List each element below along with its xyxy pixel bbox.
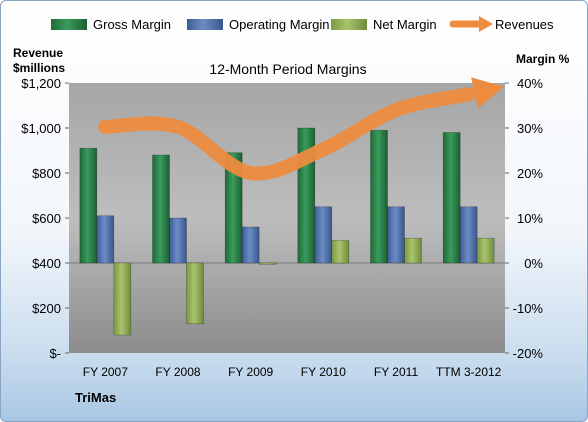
bar-operating-margin-3	[314, 206, 333, 264]
bar-gross-margin-0	[79, 147, 98, 264]
legend-swatch-2	[331, 19, 367, 30]
chart-title: 12-Month Period Margins	[209, 61, 366, 77]
legend-label-0: Gross Margin	[93, 17, 171, 32]
legend-swatch-0	[51, 19, 87, 30]
category-label-0: FY 2007	[83, 365, 128, 379]
category-label-3: FY 2010	[301, 365, 346, 379]
legend-swatch-1	[187, 19, 223, 30]
legend-label-3: Revenues	[495, 17, 554, 32]
bar-net-margin-5	[476, 237, 495, 264]
bar-operating-margin-2	[241, 226, 260, 264]
bar-net-margin-1	[186, 262, 204, 325]
bar-gross-margin-4	[370, 129, 388, 264]
revenue-line-group	[98, 77, 504, 181]
right-tick-label-5: 30%	[517, 121, 543, 136]
right-tick-label-0: -20%	[513, 346, 544, 361]
left-tick-label-1: $200	[32, 301, 61, 316]
category-label-1: FY 2008	[155, 365, 200, 379]
bar-gross-margin-5	[442, 132, 461, 264]
category-label-4: FY 2011	[374, 365, 419, 379]
left-tick-label-4: $800	[32, 166, 61, 181]
left-tick-label-5: $1,000	[21, 121, 61, 136]
bar-net-margin-2	[258, 262, 277, 265]
left-tick-label-6: $1,200	[21, 76, 61, 91]
legend: Gross Margin Operating Margin Net Margin Re…	[51, 16, 554, 32]
bar-operating-margin-5	[459, 206, 478, 264]
bar-operating-margin-4	[387, 206, 405, 264]
bar-operating-margin-1	[169, 217, 187, 264]
right-tick-label-4: 20%	[517, 166, 543, 181]
left-tick-label-0: $-	[49, 346, 61, 361]
revenue-line	[98, 87, 476, 181]
legend-arrow-head	[479, 16, 493, 32]
category-label-2: FY 2009	[228, 365, 273, 379]
right-tick-label-2: 0%	[524, 256, 543, 271]
right-axis-ticks: -20% -10% 0% 10% 20% 30% 40%	[505, 76, 543, 361]
bar-gross-margin-1	[152, 154, 170, 264]
category-labels: FY 2007 FY 2008 FY 2009 FY 2010 FY 2011 TTM 3…	[83, 365, 502, 379]
right-tick-label-1: -10%	[513, 301, 544, 316]
category-label-5: TTM 3-2012	[436, 365, 502, 379]
right-tick-label-6: 40%	[517, 76, 543, 91]
left-axis-label-line-2: $millions	[13, 61, 65, 75]
right-axis-label: Margin %	[516, 52, 570, 66]
left-tick-label-3: $600	[32, 211, 61, 226]
left-axis-ticks: $- $200 $400 $600 $800 $1,000 $1,200	[21, 76, 69, 361]
bar-net-margin-0	[113, 262, 132, 336]
company-name: TriMas	[75, 390, 116, 405]
revenue-arrow-head	[471, 77, 504, 109]
legend-label-1: Operating Margin	[229, 17, 329, 32]
left-axis-label-line-1: Revenue	[13, 46, 63, 60]
left-tick-label-2: $400	[32, 256, 61, 271]
bar-gross-margin-2	[224, 152, 243, 264]
legend-label-2: Net Margin	[373, 17, 437, 32]
bar-operating-margin-0	[96, 215, 115, 264]
bar-net-margin-4	[404, 237, 422, 264]
bar-net-margin-3	[331, 240, 350, 264]
left-axis-label: Revenue $millions	[13, 46, 66, 75]
right-tick-label-3: 10%	[517, 211, 543, 226]
bars-group	[79, 127, 495, 336]
